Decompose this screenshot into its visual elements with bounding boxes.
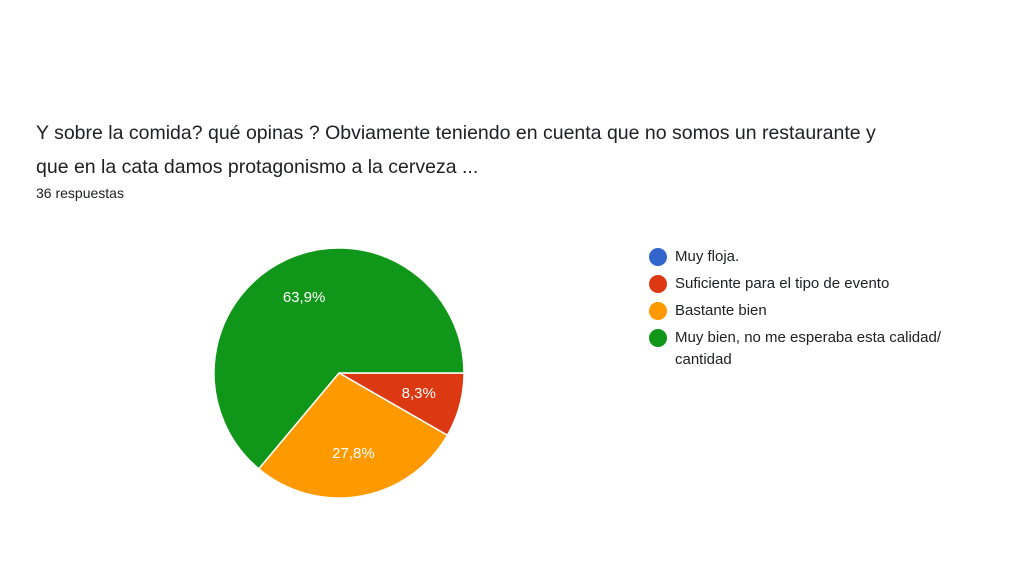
legend-label: Suficiente para el tipo de evento [675, 275, 890, 292]
slice-label: 27,8% [332, 445, 375, 462]
pie-slice[interactable] [257, 372, 449, 499]
pie-slice[interactable] [213, 247, 465, 470]
legend-swatch [649, 275, 667, 293]
slice-label: 63,9% [283, 289, 326, 306]
legend-swatch [649, 302, 667, 320]
legend-label: Muy bien, no me esperaba esta calidad/ c… [675, 329, 941, 368]
legend-item[interactable]: Muy floja. [649, 246, 989, 268]
legend-label: Muy floja. [675, 248, 740, 265]
question-title: Y sobre la comida? qué opinas ? Obviamen… [36, 122, 876, 178]
slice-label: 8,3% [402, 385, 436, 402]
legend-item[interactable]: Muy bien, no me esperaba esta calidad/ c… [649, 327, 989, 371]
legend-item[interactable]: Bastante bien [649, 300, 989, 322]
response-count: 36 respuestas [36, 185, 124, 201]
legend-label: Bastante bien [675, 302, 767, 319]
chart-legend: Muy floja. Suficiente para el tipo de ev… [649, 246, 989, 376]
legend-swatch [649, 248, 667, 266]
legend-swatch [649, 329, 667, 347]
legend-item[interactable]: Suficiente para el tipo de evento [649, 273, 989, 295]
